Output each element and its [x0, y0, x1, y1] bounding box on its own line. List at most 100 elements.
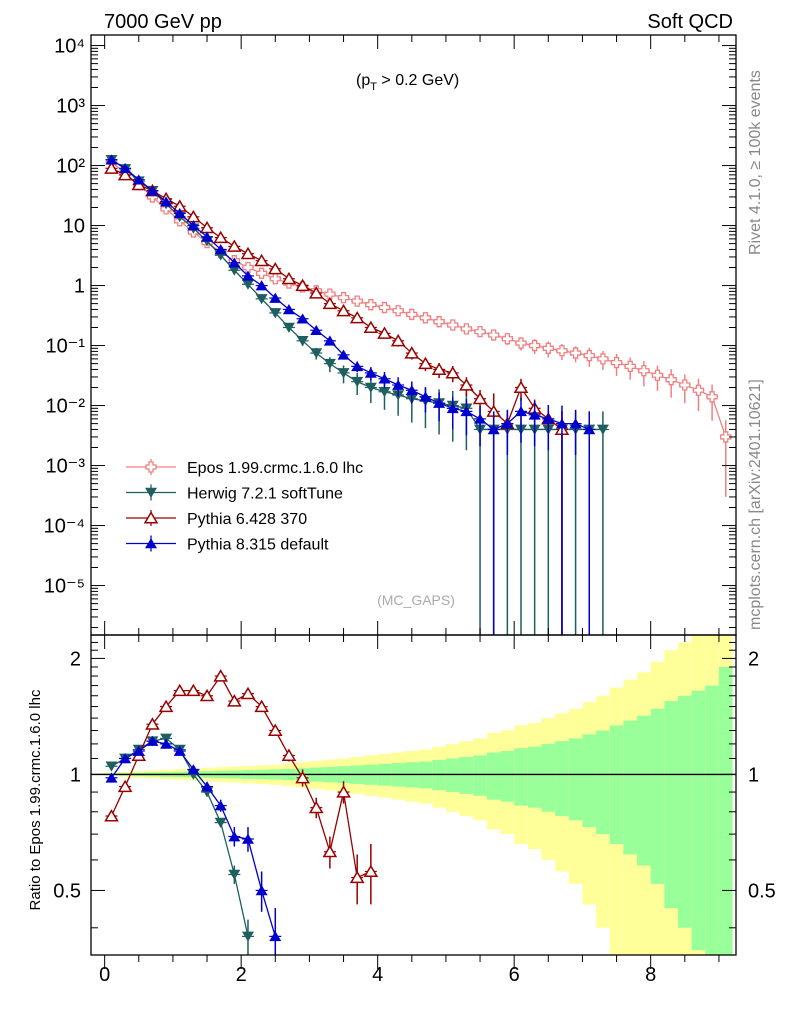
- data-point: [418, 356, 433, 370]
- data-point: [406, 308, 418, 321]
- ratio-y-tick-label-right: 2: [748, 648, 759, 670]
- data-point: [460, 405, 473, 417]
- data-point: [269, 273, 281, 285]
- data-point: [228, 831, 241, 842]
- series-line: [111, 161, 727, 438]
- green-band-bin: [596, 730, 610, 835]
- ratio-y-tick-label: 0.5: [53, 880, 81, 902]
- data-point: [119, 753, 132, 764]
- green-band-bin: [500, 751, 515, 802]
- data-point: [610, 356, 623, 369]
- data-point: [515, 405, 527, 417]
- data-point: [404, 346, 420, 359]
- legend-entry: Herwig 7.2.1 softTune: [126, 484, 343, 503]
- legend-entry: Epos 1.99.crmc.1.6.0 lhc: [126, 459, 363, 477]
- y-tick-label: 10³: [56, 96, 85, 118]
- data-point: [227, 694, 242, 707]
- data-point: [214, 244, 227, 255]
- y-tick-label: 10⁻⁵: [44, 576, 85, 598]
- data-point: [569, 347, 582, 359]
- data-point: [214, 800, 227, 811]
- data-point: [295, 770, 310, 784]
- legend-entry: Pythia 6.428 370: [126, 510, 307, 528]
- data-point: [513, 380, 529, 394]
- data-point: [446, 402, 459, 414]
- data-point: [459, 378, 474, 391]
- data-point: [132, 745, 145, 756]
- green-band-bin: [459, 756, 474, 794]
- data-point: [365, 299, 377, 311]
- data-point: [583, 349, 595, 362]
- data-point: [472, 391, 488, 405]
- pt-cut-label: (pT > 0.2 GeV): [356, 72, 459, 93]
- data-point: [145, 538, 157, 549]
- y-tick-label: 10⁻⁴: [44, 516, 85, 538]
- data-point: [104, 161, 119, 174]
- data-point: [105, 772, 118, 783]
- data-point: [254, 253, 269, 267]
- x-tick-label: 2: [236, 964, 247, 986]
- green-band-bin: [718, 666, 733, 955]
- data-point: [255, 280, 268, 291]
- data-point: [337, 291, 350, 304]
- data-point: [487, 424, 500, 435]
- data-point: [296, 336, 309, 347]
- data-point: [597, 353, 609, 365]
- data-point: [351, 360, 364, 372]
- data-point: [706, 391, 718, 403]
- data-point: [692, 384, 705, 396]
- data-point: [651, 369, 664, 381]
- green-band-bin: [445, 758, 460, 793]
- data-point: [337, 349, 350, 360]
- data-point: [528, 409, 541, 420]
- data-point: [337, 368, 350, 379]
- x-tick-label: 8: [645, 964, 656, 986]
- data-point: [336, 303, 351, 317]
- data-point: [228, 257, 241, 268]
- data-point: [105, 154, 118, 165]
- data-point: [228, 869, 241, 880]
- legend: Epos 1.99.crmc.1.6.0 lhc Herwig 7.2.1 sof…: [126, 459, 363, 554]
- data-point: [322, 844, 338, 858]
- data-point: [143, 511, 159, 524]
- data-point: [377, 326, 392, 339]
- ratio-y-tick-label-right: 0.5: [748, 880, 776, 902]
- main-panel: [104, 154, 732, 635]
- data-point: [474, 326, 486, 338]
- data-point: [227, 239, 242, 252]
- data-point: [596, 424, 609, 435]
- data-point: [132, 174, 145, 185]
- green-band-bin: [691, 690, 706, 951]
- y-tick-label: 10⁻³: [46, 456, 86, 478]
- data-point: [281, 748, 297, 761]
- y-tick-label: 10⁻¹: [46, 336, 86, 358]
- ratio-y-tick-label: 2: [70, 648, 81, 670]
- data-point: [378, 373, 391, 384]
- data-point: [172, 683, 188, 697]
- data-point: [145, 461, 157, 473]
- y-tick-label: 10⁻²: [46, 396, 86, 418]
- data-point: [241, 833, 254, 844]
- ratio-series-pythia: [104, 669, 379, 905]
- data-point: [323, 335, 336, 346]
- data-point: [105, 761, 118, 772]
- data-point: [117, 167, 133, 181]
- data-point: [160, 196, 173, 207]
- data-point: [308, 800, 324, 814]
- data-point: [145, 717, 160, 730]
- data-point: [240, 686, 256, 700]
- data-point: [310, 348, 323, 359]
- green-band-bin: [514, 748, 528, 806]
- y-tick-label: 10: [63, 216, 85, 238]
- series-epos-1: [105, 156, 732, 497]
- green-band-bin: [664, 701, 678, 909]
- data-point: [254, 699, 269, 713]
- data-point: [267, 723, 283, 737]
- analysis-label: (MC_GAPS): [377, 592, 455, 608]
- data-point: [638, 365, 650, 377]
- data-point: [405, 384, 418, 396]
- header-left: 7000 GeV pp: [104, 11, 222, 33]
- data-point: [267, 261, 283, 275]
- green-band-bin: [623, 720, 638, 855]
